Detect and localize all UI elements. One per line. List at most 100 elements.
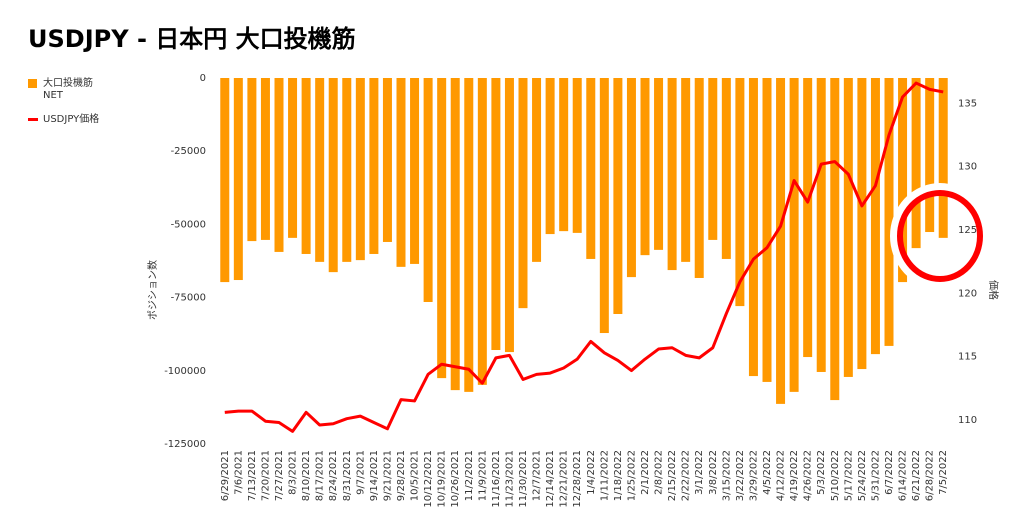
x-tick-label: 7/20/2021 [260, 450, 271, 501]
bar [342, 78, 352, 262]
x-tick-label: 1/25/2022 [626, 450, 637, 501]
bar [776, 78, 786, 404]
bar [938, 78, 948, 238]
bar [450, 78, 460, 391]
y-tick-label: -50000 [171, 219, 206, 230]
x-tick-label: 4/26/2022 [803, 450, 814, 501]
x-tick-label: 11/30/2021 [518, 450, 529, 508]
bar [464, 78, 474, 392]
y2-tick-label: 130 [958, 162, 977, 173]
bar [870, 78, 880, 355]
legend: 大口投機筋 NET USDJPY価格 [28, 78, 113, 138]
x-tick-label: 3/29/2022 [748, 450, 759, 501]
bar [708, 78, 718, 240]
x-tick-label: 6/21/2022 [911, 450, 922, 501]
bar [518, 78, 528, 309]
bar [437, 78, 447, 379]
x-tick-label: 5/24/2022 [857, 450, 868, 501]
bar [274, 78, 284, 252]
x-tick-label: 1/4/2022 [586, 450, 597, 495]
x-tick-label: 7/27/2021 [274, 450, 285, 501]
x-tick-label: 4/12/2022 [776, 450, 787, 501]
bar [789, 78, 799, 392]
legend-label: USDJPY価格 [43, 114, 100, 125]
bar [654, 78, 664, 250]
x-tick-label: 10/5/2021 [410, 450, 421, 501]
x-tick-label: 6/28/2022 [925, 450, 936, 501]
bar [382, 78, 392, 242]
bar [301, 78, 311, 254]
bar [328, 78, 338, 273]
y-tick-label: -100000 [164, 366, 206, 377]
bar [721, 78, 731, 259]
x-tick-label: 5/3/2022 [816, 450, 827, 495]
y2-tick-label: 115 [958, 352, 977, 363]
x-tick-label: 8/10/2021 [301, 450, 312, 501]
bar [803, 78, 813, 358]
bar [857, 78, 867, 370]
bar [532, 78, 542, 262]
x-tick-label: 12/7/2021 [532, 450, 543, 501]
x-tick-label: 3/8/2022 [708, 450, 719, 495]
x-tick-label: 6/29/2021 [220, 450, 231, 501]
bar [925, 78, 935, 233]
x-tick-label: 4/5/2022 [762, 450, 773, 495]
x-tick-label: 11/2/2021 [464, 450, 475, 501]
bar [735, 78, 745, 307]
bar [220, 78, 230, 283]
highlight-circle-halo [890, 183, 990, 289]
x-tick-label: 7/5/2022 [938, 450, 949, 495]
x-tick-label: 12/28/2021 [572, 450, 583, 508]
x-tick-label: 6/14/2022 [898, 450, 909, 501]
x-tick-label: 12/21/2021 [559, 450, 570, 508]
bar [911, 78, 921, 249]
bar [247, 78, 257, 242]
bar [694, 78, 704, 278]
x-tick-label: 8/24/2021 [328, 450, 339, 501]
y2-tick-label: 135 [958, 98, 977, 109]
x-tick-label: 12/14/2021 [545, 450, 556, 508]
x-tick-label: 1/18/2022 [613, 450, 624, 501]
y-tick-label: -125000 [164, 439, 206, 450]
bar [423, 78, 433, 302]
y2-tick-label: 120 [958, 288, 977, 299]
y2-axis-label: 価格 [987, 280, 1000, 300]
legend-item: 大口投機筋 NET [28, 78, 113, 102]
x-tick-label: 5/31/2022 [870, 450, 881, 501]
bar [477, 78, 487, 385]
x-tick-label: 8/3/2021 [288, 450, 299, 495]
bar [626, 78, 636, 278]
line [224, 81, 944, 433]
x-tick-label: 9/7/2021 [355, 450, 366, 495]
x-tick-label: 9/21/2021 [382, 450, 393, 501]
y2-tick-label: 110 [958, 415, 977, 426]
x-tick-label: 9/14/2021 [369, 450, 380, 501]
x-tick-label: 11/23/2021 [504, 450, 515, 508]
legend-swatch [28, 79, 37, 88]
bar [843, 78, 853, 377]
bar [748, 78, 758, 377]
x-tick-label: 10/26/2021 [450, 450, 461, 508]
bar [410, 78, 420, 264]
x-tick-label: 9/28/2021 [396, 450, 407, 501]
bar [288, 78, 298, 238]
bar [355, 78, 365, 261]
bar [681, 78, 691, 262]
bar [830, 78, 840, 401]
x-tick-label: 11/16/2021 [491, 450, 502, 508]
y-tick-label: -75000 [171, 293, 206, 304]
bar [586, 78, 596, 259]
bar [599, 78, 609, 334]
x-tick-label: 8/31/2021 [342, 450, 353, 501]
bar [640, 78, 650, 256]
highlight-circle [897, 190, 983, 282]
x-tick-label: 2/8/2022 [654, 450, 665, 495]
y-axis-label: ポジション数 [146, 260, 159, 320]
x-tick-label: 10/19/2021 [437, 450, 448, 508]
y-tick-label: 0 [200, 73, 206, 84]
legend-swatch [28, 118, 38, 121]
x-tick-label: 2/1/2022 [640, 450, 651, 495]
x-tick-label: 5/17/2022 [843, 450, 854, 501]
